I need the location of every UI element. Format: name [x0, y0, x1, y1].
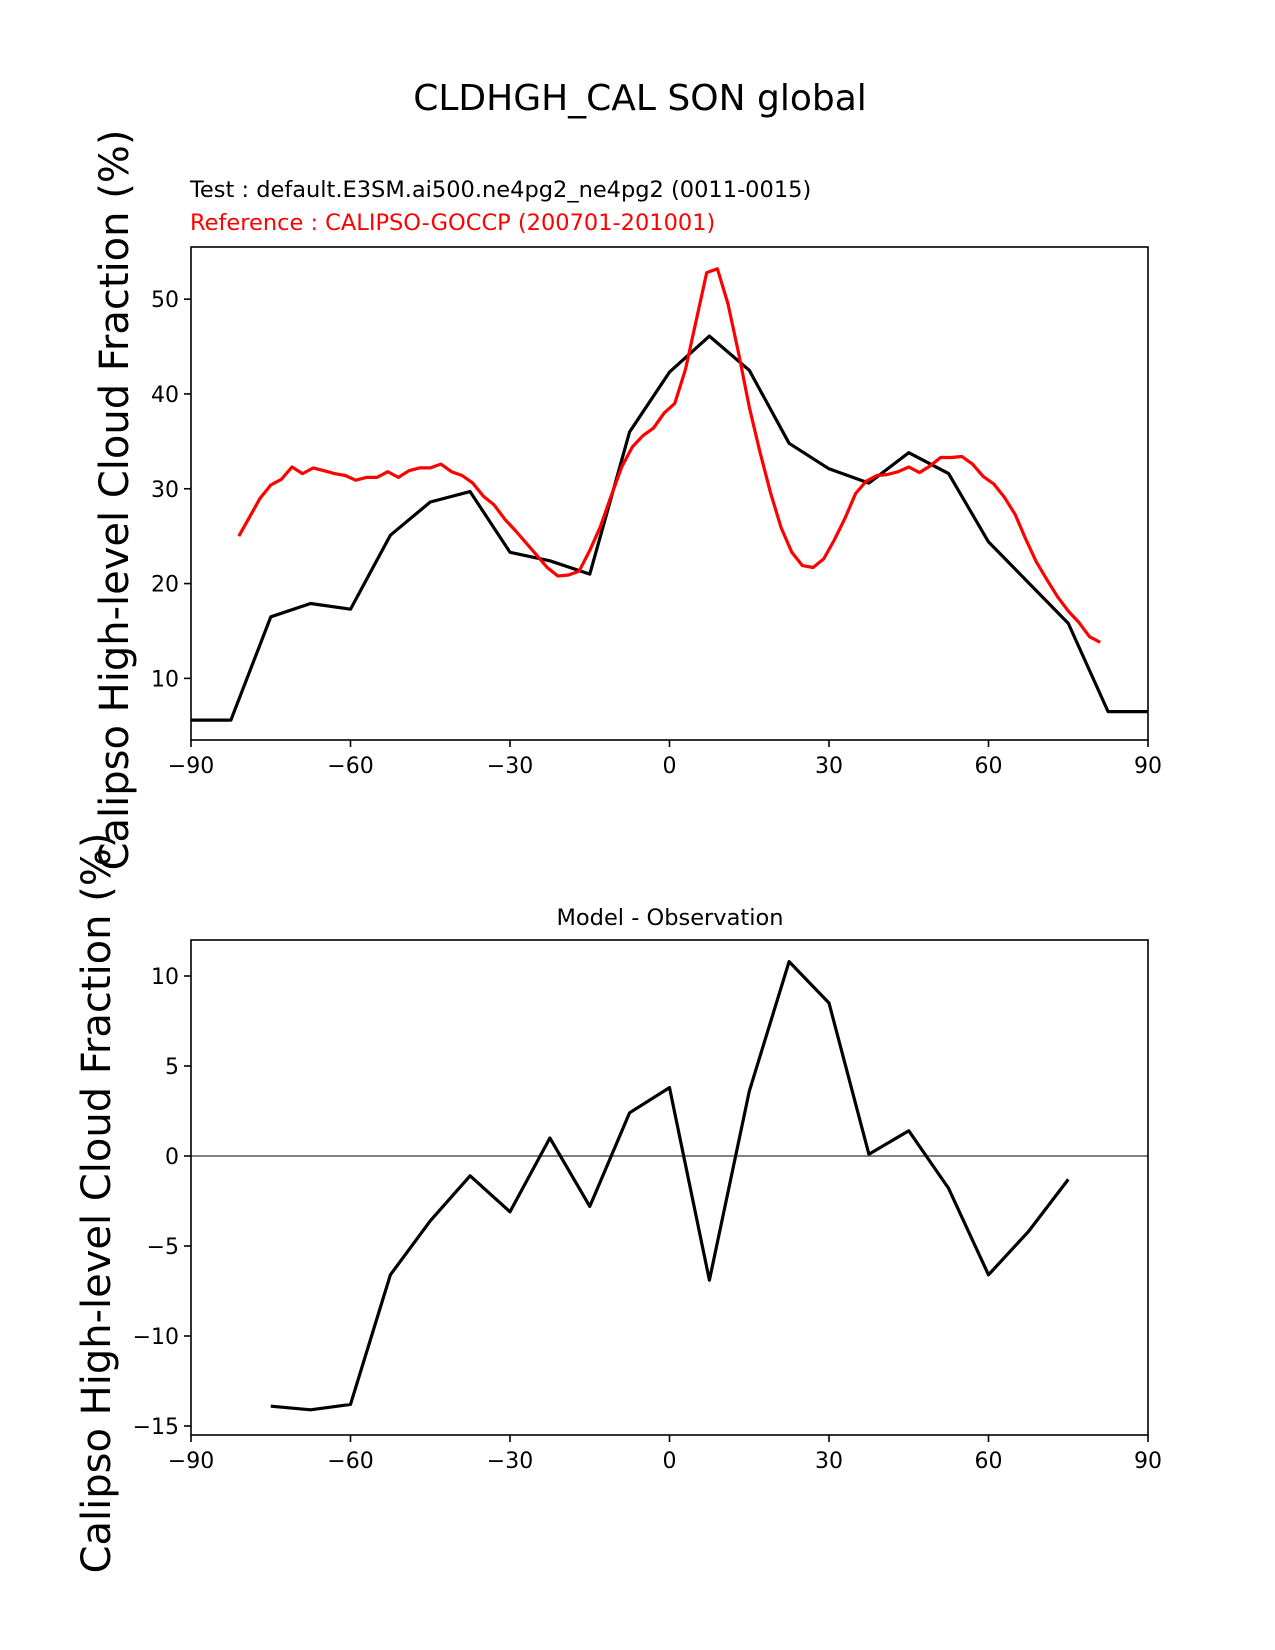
- top-xtick-label: −30: [487, 754, 533, 779]
- reference-dataset-label: Reference : CALIPSO-GOCCP (200701-201001…: [190, 210, 715, 236]
- test-dataset-label: Test : default.E3SM.ai500.ne4pg2_ne4pg2 …: [189, 177, 811, 203]
- bottom-ytick-label: −5: [147, 1235, 179, 1260]
- bottom-xtick-label: 90: [1134, 1449, 1162, 1474]
- bottom-xtick-label: −30: [487, 1449, 533, 1474]
- bottom-test-series-line: [270, 959, 1070, 1412]
- bottom-ytick-label: 5: [165, 1055, 179, 1080]
- diff-panel-title: Model - Observation: [557, 905, 784, 931]
- top-xtick-label: 30: [815, 754, 843, 779]
- bottom-xtick-label: 0: [663, 1449, 677, 1474]
- figure-suptitle: CLDHGH_CAL SON global: [413, 78, 867, 119]
- top-xtick-label: −90: [168, 754, 214, 779]
- difference-panel: −90 −60 −30 0 30 60 90 10 5 0 −5 −10 −15: [133, 939, 1162, 1474]
- top-ytick-label: 10: [151, 667, 179, 692]
- top-xtick-label: 0: [663, 754, 677, 779]
- bottom-xtick-label: 60: [975, 1449, 1003, 1474]
- top-ytick-label: 30: [151, 478, 179, 503]
- bottom-panel-ylabel: Calipso High-level Cloud Fraction (%): [74, 833, 120, 1574]
- bottom-xtick-label: −90: [168, 1449, 214, 1474]
- top-test-series-line: [191, 334, 1148, 722]
- top-xtick-label: 90: [1134, 754, 1162, 779]
- top-ytick-label: 20: [151, 573, 179, 598]
- top-xtick-label: −60: [327, 754, 373, 779]
- top-reference-series-line: [237, 267, 1101, 644]
- top-ytick-label: 40: [151, 383, 179, 408]
- bottom-xtick-label: −60: [327, 1449, 373, 1474]
- bottom-ytick-label: 10: [151, 965, 179, 990]
- top-xtick-label: 60: [975, 754, 1003, 779]
- bottom-ytick-label: 0: [165, 1145, 179, 1170]
- bottom-ytick-label: −10: [133, 1325, 179, 1350]
- bottom-ytick-label: −15: [133, 1415, 179, 1440]
- top-panel-ylabel: Calipso High-level Cloud Fraction (%): [92, 130, 138, 871]
- bottom-xtick-label: 30: [815, 1449, 843, 1474]
- top-ytick-label: 50: [151, 288, 179, 313]
- climatology-panel: −90 −60 −30 0 30 60 90 10 20 30 40 50: [151, 246, 1162, 779]
